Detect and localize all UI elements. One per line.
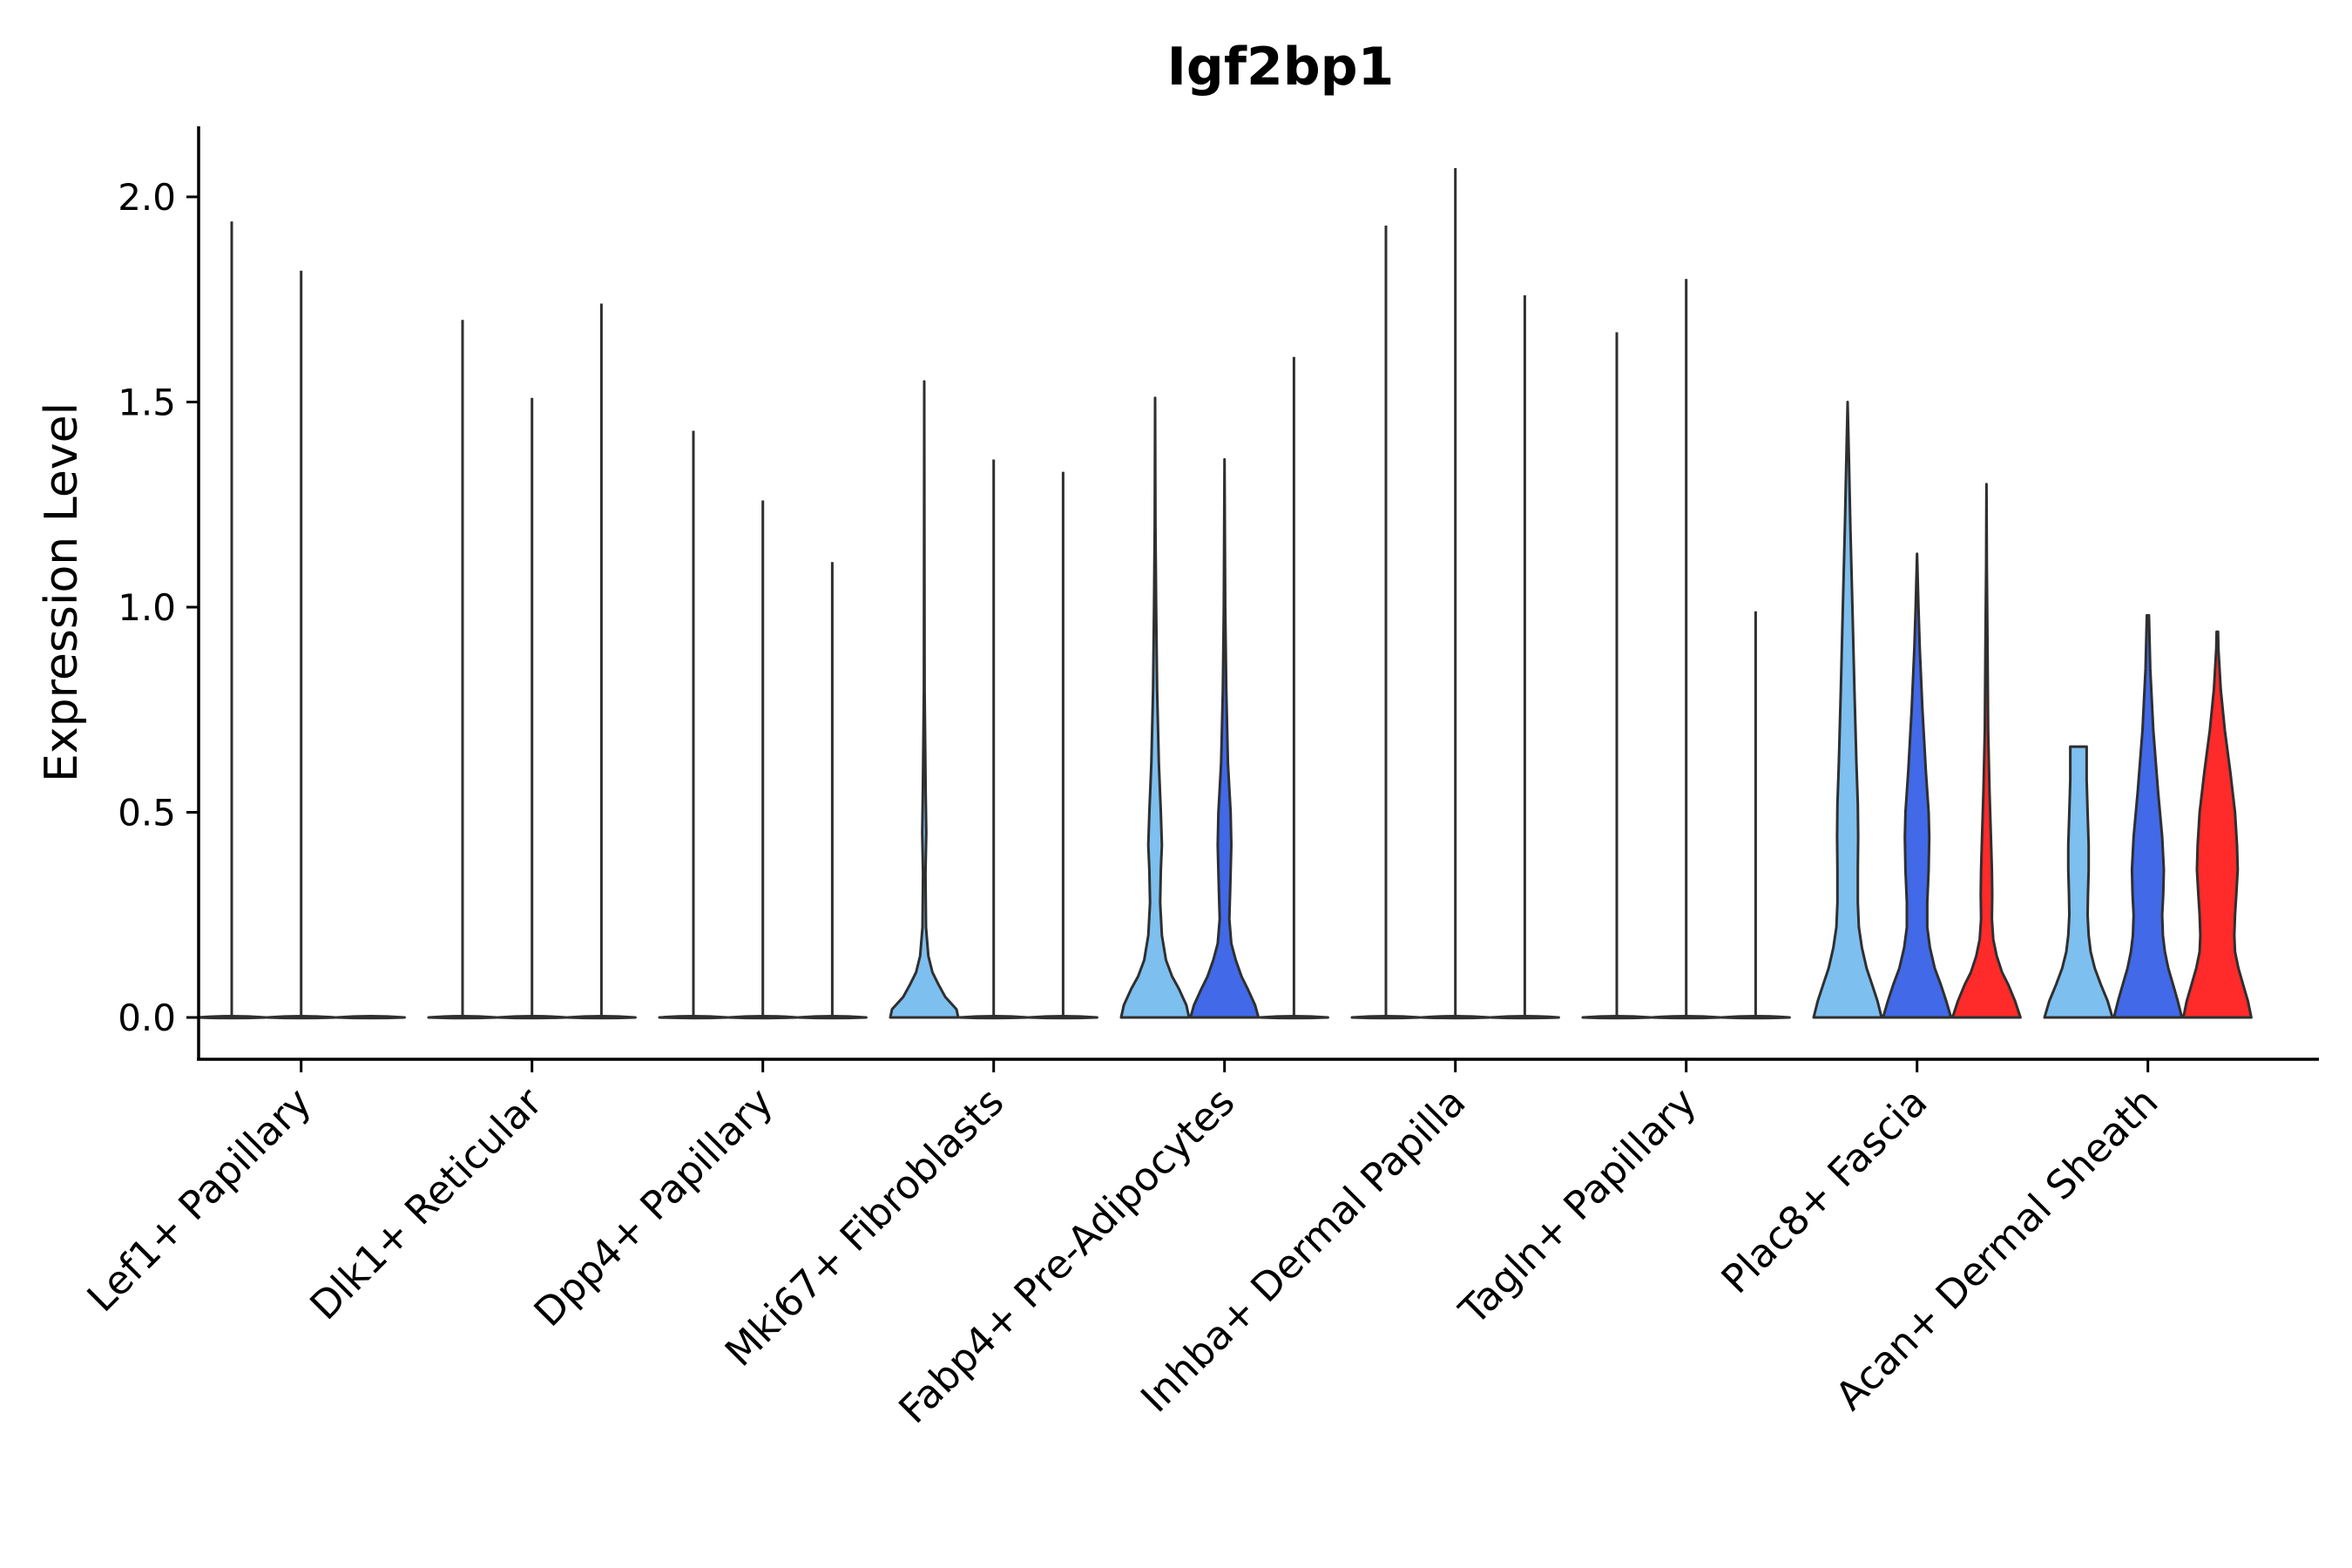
y-axis-label: Expression Level <box>36 402 88 782</box>
violin-inhba-dermal-papilla-0-body <box>1350 1015 1422 1020</box>
violin-plac8-fascia-2 <box>1950 483 2022 1019</box>
violin-fabp4-pre-adipocytes-2-body <box>1258 1015 1329 1020</box>
violin-plac8-fascia-0 <box>1812 401 1883 1019</box>
x-tick-label-tagln-papillary: Tagln+ Papillary <box>1450 1078 1705 1334</box>
violin-acan-dermal-sheath-2 <box>2181 630 2253 1019</box>
violin-mki67-fibroblasts-1-body <box>958 1015 1030 1020</box>
violin-inhba-dermal-papilla-0 <box>1350 225 1422 1020</box>
violin-lef1-papillary-2 <box>335 1015 406 1020</box>
violin-tagln-papillary-2 <box>1720 611 1791 1020</box>
x-tick-label-dlk1-reticular: Dlk1+ Reticular <box>301 1078 551 1328</box>
y-tick-label-2: 1.0 <box>118 586 176 629</box>
violin-lef1-papillary-2-body <box>335 1015 406 1020</box>
violin-dlk1-reticular-0 <box>427 320 498 1020</box>
violin-inhba-dermal-papilla-2 <box>1489 295 1560 1020</box>
chart-title: Igf2bp1 <box>1167 37 1395 98</box>
violin-dpp4-papillary-2-body <box>796 1015 868 1020</box>
y-tick-label-4: 2.0 <box>118 176 176 219</box>
violin-inhba-dermal-papilla-1-body <box>1420 1015 1491 1020</box>
violin-dpp4-papillary-2 <box>796 562 868 1020</box>
violin-fabp4-pre-adipocytes-1 <box>1189 457 1260 1019</box>
violin-dlk1-reticular-1 <box>497 397 568 1020</box>
violins-layer <box>196 168 2253 1020</box>
violin-mki67-fibroblasts-2-body <box>1027 1015 1098 1020</box>
violin-dpp4-papillary-0 <box>658 430 729 1020</box>
violin-lef1-papillary-1-body <box>266 1015 337 1020</box>
violin-dpp4-papillary-0-body <box>658 1015 729 1020</box>
violin-mki67-fibroblasts-2 <box>1027 471 1098 1020</box>
violin-lef1-papillary-1 <box>266 270 337 1020</box>
violin-fabp4-pre-adipocytes-2 <box>1258 356 1329 1020</box>
violin-tagln-papillary-1-body <box>1651 1015 1722 1020</box>
violin-dlk1-reticular-2-body <box>565 1015 637 1020</box>
violin-dlk1-reticular-1-body <box>497 1015 568 1020</box>
violin-plac8-fascia-1 <box>1882 552 1953 1019</box>
violin-dlk1-reticular-0-body <box>427 1015 498 1020</box>
x-tick-label-dpp4-papillary: Dpp4+ Papillary <box>525 1078 782 1335</box>
y-tick-label-1: 0.5 <box>118 792 176 835</box>
violin-lef1-papillary-0-body <box>196 1015 267 1020</box>
violin-tagln-papillary-0-body <box>1581 1015 1652 1020</box>
x-tick-label-lef1-papillary: Lef1+ Papillary <box>78 1078 321 1321</box>
x-tick-label-plac8-fascia: Plac8+ Fascia <box>1713 1078 1936 1302</box>
violin-inhba-dermal-papilla-1 <box>1420 168 1491 1020</box>
violin-dlk1-reticular-2 <box>565 303 637 1020</box>
violin-dpp4-papillary-1 <box>727 500 799 1020</box>
violin-tagln-papillary-0 <box>1581 332 1652 1020</box>
violin-acan-dermal-sheath-1 <box>2112 613 2184 1019</box>
y-tick-label-0: 0.0 <box>118 997 176 1039</box>
violin-lef1-papillary-0 <box>196 221 267 1020</box>
violin-tagln-papillary-1 <box>1651 279 1722 1020</box>
violin-mki67-fibroblasts-0 <box>889 380 960 1019</box>
violin-tagln-papillary-2-body <box>1720 1015 1791 1020</box>
violin-mki67-fibroblasts-1 <box>958 459 1030 1020</box>
violin-dpp4-papillary-1-body <box>727 1015 799 1020</box>
y-tick-label-3: 1.5 <box>118 382 176 424</box>
violin-fabp4-pre-adipocytes-0 <box>1119 396 1191 1019</box>
violin-acan-dermal-sheath-0 <box>2043 745 2114 1019</box>
violin-inhba-dermal-papilla-2-body <box>1489 1015 1560 1020</box>
